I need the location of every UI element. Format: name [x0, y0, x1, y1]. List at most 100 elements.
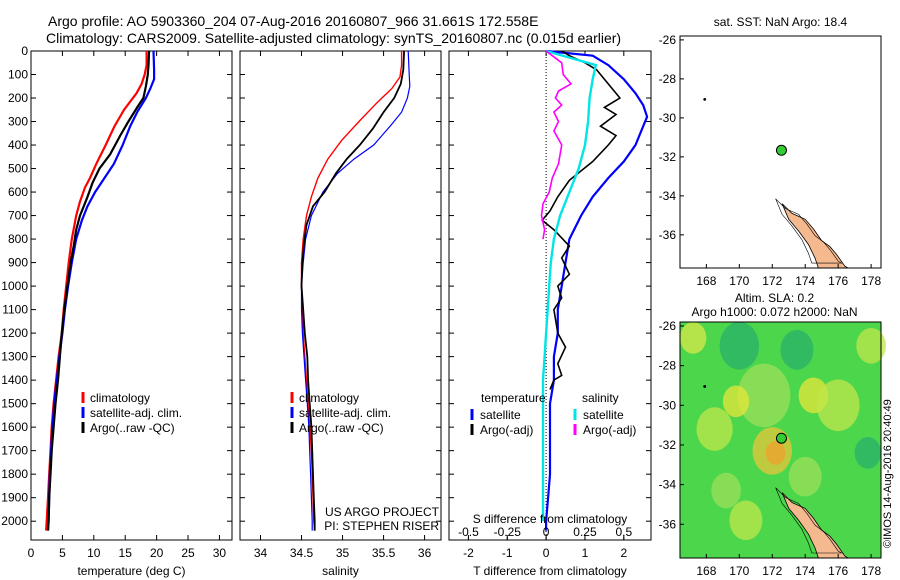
- x-tick-label: 0: [28, 546, 35, 560]
- project-annotation: PI: STEPHEN RISER: [324, 519, 439, 533]
- y-tick-label: 1400: [1, 373, 28, 387]
- sla-map-panel: 168 170 172 174 176 178 -26 -28 -30 -32 -34 -36 Alti…: [659, 291, 886, 578]
- map-x-tick-label: 178: [861, 564, 881, 578]
- map-x-tick-label: 172: [762, 564, 782, 578]
- legend-label: satellite-adj. clim.: [299, 406, 391, 420]
- imos-credit: ©IMOS 14-Aug-2016 20:40:49: [882, 399, 894, 548]
- legend-label: Argo(..raw -QC): [90, 421, 175, 435]
- legend-header-temperature: temperature: [481, 391, 546, 405]
- series-line-1: [46, 50, 156, 531]
- y-tick-label: 1000: [1, 279, 28, 293]
- map-x-tick-label: 170: [729, 564, 749, 578]
- map-y-tick-label: -30: [659, 111, 677, 125]
- sla-anomaly-blob: [737, 363, 791, 428]
- x-tick-label: -2: [463, 546, 474, 560]
- sla-anomaly-blob: [729, 500, 763, 541]
- sla-anomaly-blob: [722, 385, 750, 418]
- island-marker: [703, 385, 707, 388]
- y-tick-label: 900: [8, 256, 28, 270]
- legend-label: satellite: [480, 408, 521, 422]
- salinity-panel: 34 34.5 35 35.5 36 salinity climatologysatelli…: [239, 50, 442, 578]
- map-x-tick-label: 178: [861, 274, 881, 288]
- legend-label: climatology: [299, 391, 359, 405]
- sla-anomaly-blob: [765, 440, 786, 465]
- y-tick-label: 2000: [1, 514, 28, 528]
- map-y-tick-label: -36: [659, 228, 677, 242]
- legend-label: Argo(-adj): [480, 423, 533, 437]
- x-tick-label: 15: [119, 546, 133, 560]
- map-x-tick-label: 176: [828, 564, 848, 578]
- map-y-tick-label: -32: [659, 150, 677, 164]
- x-tick-label: 34: [254, 546, 268, 560]
- legend-label: satellite-adj. clim.: [90, 406, 182, 420]
- map-y-tick-label: -32: [659, 438, 677, 452]
- map-y-tick-label: -28: [659, 72, 677, 86]
- series-line-1: [300, 50, 411, 531]
- sla-anomaly-blob: [780, 329, 814, 370]
- bathymetry-contour: [775, 487, 843, 554]
- diff-series-line-2: [541, 49, 598, 522]
- x-tick-label: 2: [620, 546, 627, 560]
- legend-header-salinity: salinity: [582, 391, 619, 405]
- y-tick-label: 500: [8, 162, 28, 176]
- x-tick-label: 36: [418, 546, 432, 560]
- sst-map-panel: 168 170 172 174 176 178 -26 -28 -30 -32 -34 -36 sat.…: [659, 15, 882, 288]
- series-line-0: [300, 51, 403, 531]
- y-tick-label: 200: [8, 91, 28, 105]
- s-axis-label: S difference from climatology: [473, 512, 628, 526]
- x-tick-label: 25: [181, 546, 195, 560]
- map-x-tick-label: 172: [762, 274, 782, 288]
- bathymetry-contour: [775, 198, 843, 264]
- legend-label: satellite: [583, 408, 624, 422]
- island-marker: [703, 97, 707, 101]
- map-x-tick-label: 168: [696, 564, 716, 578]
- y-tick-label: 600: [8, 185, 28, 199]
- map-x-tick-label: 174: [795, 564, 815, 578]
- x-axis-label: temperature (deg C): [77, 564, 185, 578]
- map-title-line1: Altim. SLA: 0.2: [735, 291, 815, 305]
- s-tick-label: -0.25: [494, 525, 522, 539]
- series-line-2: [46, 50, 151, 531]
- s-tick-label: -0.5: [458, 525, 479, 539]
- sla-anomaly-blob: [680, 322, 707, 354]
- map-y-tick-label: -28: [659, 359, 677, 373]
- map-title-line2: Argo h1000: 0.072 h2000: NaN: [691, 305, 857, 319]
- sla-anomaly-blob: [788, 456, 822, 497]
- plot-frame: [30, 50, 233, 541]
- x-tick-label: 35.5: [372, 546, 396, 560]
- y-tick-label: 400: [8, 138, 28, 152]
- map-x-tick-label: 174: [795, 274, 815, 288]
- x-tick-label: 30: [213, 546, 227, 560]
- map-y-tick-label: -30: [659, 398, 677, 412]
- map-x-tick-label: 168: [696, 274, 716, 288]
- legend-label: Argo(..raw -QC): [299, 421, 384, 435]
- legend-label: Argo(-adj): [583, 423, 636, 437]
- header-line1: Argo profile: AO 5903360_204 07-Aug-2016…: [48, 13, 538, 29]
- series-line-2: [300, 50, 405, 531]
- y-tick-label: 1300: [1, 350, 28, 364]
- argo-float-marker: [775, 144, 787, 156]
- difference-panel: -2 -1 0 1 2 T difference from climatology -0.5…: [448, 49, 652, 578]
- map-x-tick-label: 170: [729, 274, 749, 288]
- x-tick-label: 10: [87, 546, 101, 560]
- y-tick-label: 1700: [1, 444, 28, 458]
- diff-series-line-1: [541, 50, 622, 390]
- y-tick-label: 1500: [1, 397, 28, 411]
- temperature-panel: 0 5 10 15 20 25 300100200300400500600700800900…: [1, 44, 233, 578]
- sla-anomaly-blob: [711, 472, 741, 509]
- x-axis-label: salinity: [322, 564, 359, 578]
- y-tick-label: 0: [21, 44, 28, 58]
- y-tick-label: 1900: [1, 491, 28, 505]
- map-title: sat. SST: NaN Argo: 18.4: [714, 15, 848, 29]
- sla-anomaly-blob: [856, 327, 886, 364]
- map-x-tick-label: 176: [828, 274, 848, 288]
- s-tick-label: 0: [543, 525, 550, 539]
- map-y-tick-label: -34: [659, 189, 677, 203]
- y-tick-label: 1100: [2, 303, 28, 317]
- x-tick-label: 34.5: [290, 546, 314, 560]
- diff-series-line-3: [540, 50, 573, 240]
- map-y-tick-label: -26: [659, 319, 677, 333]
- sla-anomaly-blob: [854, 437, 882, 469]
- sla-anomaly-blob: [816, 379, 860, 432]
